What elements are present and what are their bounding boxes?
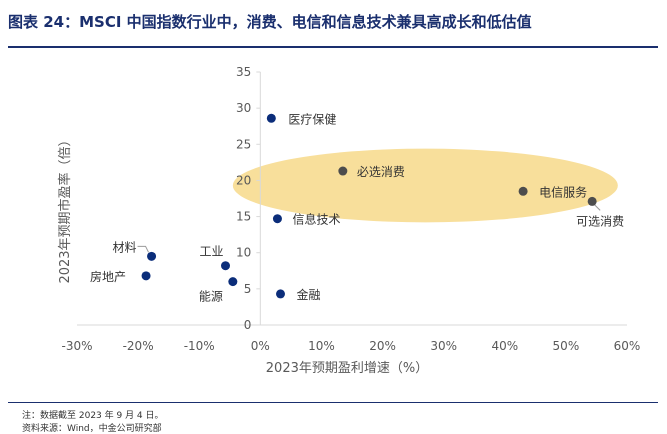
data-point-label: 电信服务 bbox=[539, 184, 587, 199]
data-point bbox=[228, 277, 238, 287]
axes bbox=[77, 71, 627, 326]
data-point bbox=[266, 113, 276, 123]
y-axis-title: 2023年预期市盈率（倍） bbox=[57, 133, 73, 283]
data-point bbox=[338, 166, 348, 176]
data-point bbox=[587, 196, 597, 206]
y-tick-label: 10 bbox=[236, 246, 251, 260]
y-tick-label: 0 bbox=[244, 318, 252, 332]
data-point-label: 医疗保健 bbox=[288, 112, 336, 126]
x-tick-label: -30% bbox=[61, 339, 92, 353]
x-tick-label: 0% bbox=[251, 339, 270, 353]
data-point-label: 材料 bbox=[113, 240, 137, 254]
x-tick-label: 20% bbox=[369, 339, 396, 353]
label-leader-line bbox=[137, 245, 150, 253]
data-point bbox=[221, 261, 230, 271]
data-point bbox=[141, 271, 151, 281]
data-point bbox=[147, 251, 157, 261]
footer-divider bbox=[8, 402, 658, 403]
page-title: 图表 24：MSCI 中国指数行业中，消费、电信和信息技术兼具高成长和低估值 bbox=[8, 13, 532, 31]
data-point-label: 房地产 bbox=[90, 269, 126, 284]
y-tick-label: 5 bbox=[244, 282, 252, 296]
data-point bbox=[276, 289, 285, 299]
data-point bbox=[272, 214, 282, 224]
data-point-label: 可选消费 bbox=[576, 214, 624, 228]
scatter-chart: -30% -20% -10% 0% 10% 20% 30% 40% 50% 60% 0 5 10 15 20… bbox=[57, 65, 640, 376]
data-point-label: 能源 bbox=[199, 290, 223, 304]
x-tick-label: 40% bbox=[491, 339, 518, 353]
data-point-label: 必选消费 bbox=[357, 165, 405, 179]
title-divider bbox=[8, 46, 658, 48]
data-point-label: 工业 bbox=[199, 245, 223, 259]
data-point-label: 信息技术 bbox=[292, 212, 340, 227]
data-point bbox=[518, 186, 528, 196]
highlight-region bbox=[232, 148, 618, 223]
source-note: 资料来源：Wind，中金公司研究部 bbox=[22, 424, 162, 434]
y-tick-label: 25 bbox=[236, 137, 251, 151]
x-tick-label: -10% bbox=[184, 339, 215, 353]
x-tick-label: 60% bbox=[614, 339, 641, 353]
y-tick-label: 15 bbox=[236, 210, 251, 224]
x-axis-title: 2023年预期盈利增速（%） bbox=[266, 361, 428, 376]
x-tick-label: 30% bbox=[430, 339, 457, 353]
y-tick-label: 30 bbox=[236, 101, 251, 115]
label-leader-line bbox=[593, 204, 601, 211]
x-tick-label: -20% bbox=[123, 339, 154, 353]
tick-labels: -30% -20% -10% 0% 10% 20% 30% 40% 50% 60% 0 5 10 15 20… bbox=[61, 65, 640, 353]
data-point-label: 金融 bbox=[297, 287, 321, 302]
y-tick-label: 20 bbox=[236, 173, 251, 187]
y-tick-label: 35 bbox=[236, 65, 251, 79]
x-tick-label: 50% bbox=[553, 339, 580, 353]
footnote: 注：数据截至 2023 年 9 月 4 日。 bbox=[22, 411, 164, 421]
x-tick-label: 10% bbox=[308, 339, 335, 353]
